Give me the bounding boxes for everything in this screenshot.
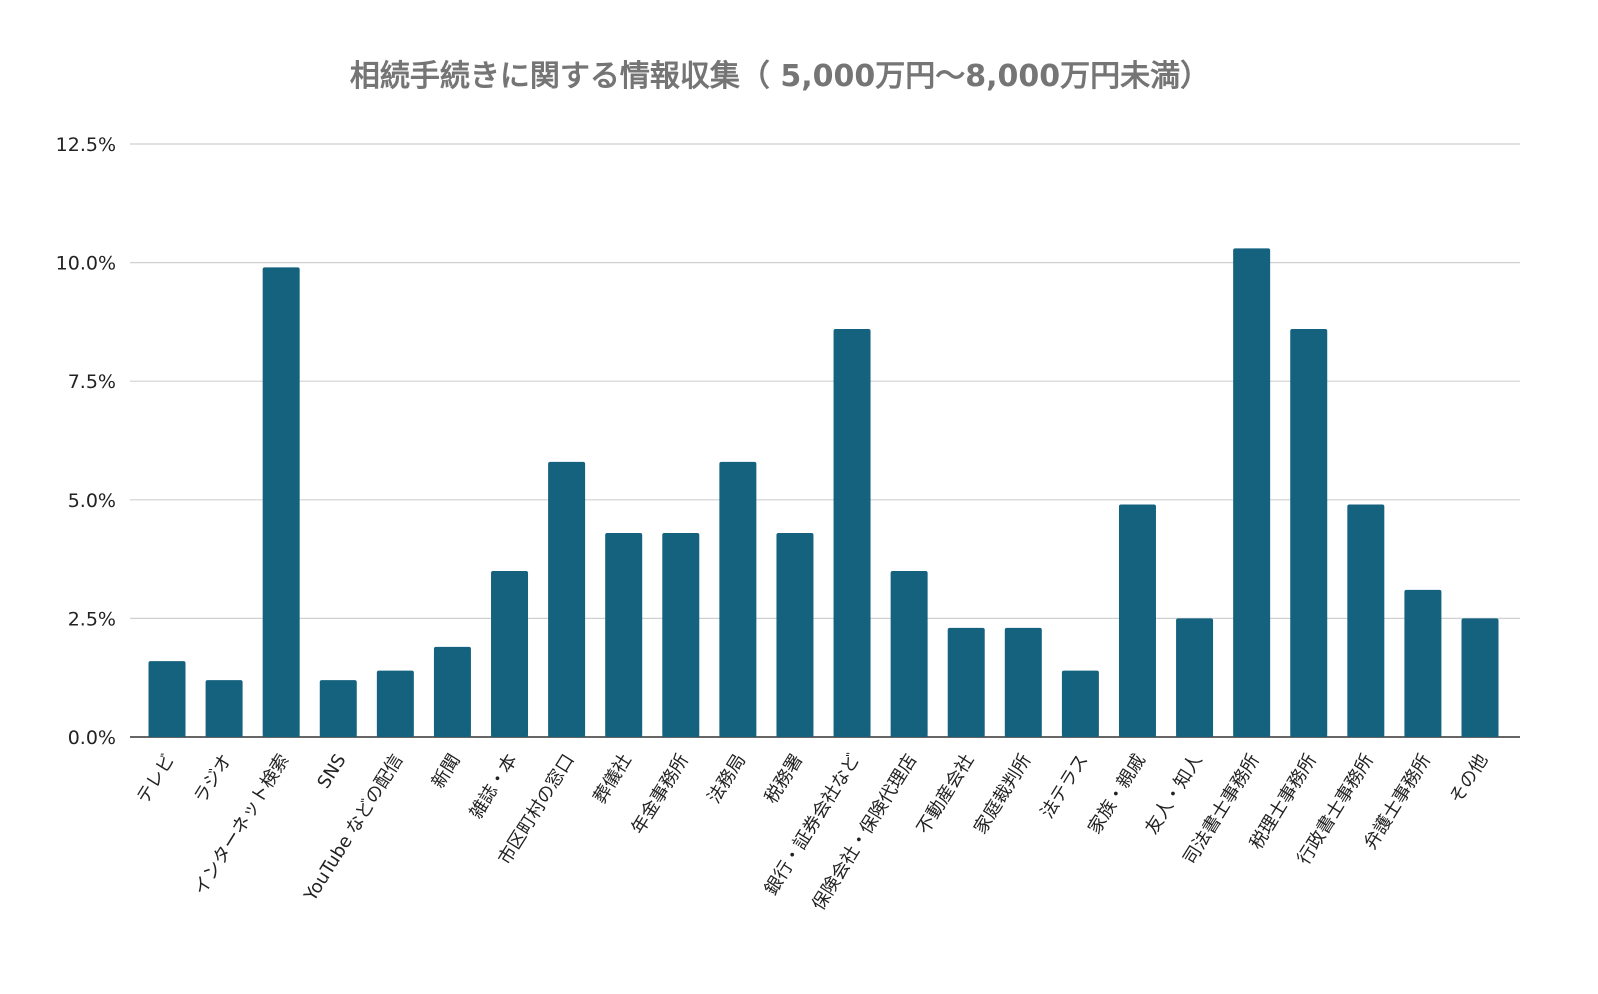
bar <box>1004 627 1042 737</box>
x-tick-label: 不動産会社 <box>913 751 979 838</box>
bar <box>148 661 186 737</box>
bar <box>1461 618 1499 737</box>
bar <box>262 267 300 737</box>
y-tick-label: 5.0% <box>68 490 116 512</box>
x-tick-label: 年金事務所 <box>628 751 694 838</box>
bar <box>376 670 414 737</box>
bar <box>433 646 471 737</box>
x-tick-label: 家庭裁判所 <box>970 751 1036 838</box>
x-tick-label: 法務局 <box>704 751 750 808</box>
bar <box>1233 248 1271 738</box>
y-tick-label: 2.5% <box>68 608 116 630</box>
bar <box>776 533 814 737</box>
bar <box>947 627 985 737</box>
bar <box>1404 589 1442 737</box>
x-tick-label: テレビ <box>133 751 179 808</box>
y-tick-label: 7.5% <box>68 371 116 393</box>
x-tick-label: 家族・親戚 <box>1084 751 1150 838</box>
bar <box>605 533 643 737</box>
x-tick-label: その他 <box>1446 751 1492 808</box>
x-tick-label: 友人・知人 <box>1141 751 1207 838</box>
bar <box>833 329 871 737</box>
bar <box>1290 329 1328 737</box>
x-tick-label: 法テラス <box>1037 751 1093 823</box>
y-tick-label: 12.5% <box>56 134 116 156</box>
y-tick-label: 10.0% <box>56 253 116 275</box>
bar <box>548 461 586 737</box>
bar <box>1118 504 1156 737</box>
bar <box>319 680 357 737</box>
bar <box>662 533 700 737</box>
bar <box>1347 504 1385 737</box>
bar <box>1061 670 1099 737</box>
x-tick-label: YouTube などの配信 <box>300 751 408 906</box>
x-tick-label: 新聞 <box>428 751 465 793</box>
x-tick-label: 葬儀社 <box>590 751 636 808</box>
bar <box>1176 618 1214 737</box>
x-tick-label: ラジオ <box>190 751 236 808</box>
x-tick-label: SNS <box>313 751 350 793</box>
x-tick-label: 税務署 <box>761 751 807 808</box>
bar <box>491 570 529 737</box>
y-tick-label: 0.0% <box>68 727 116 749</box>
x-tick-label: 保険会社・保険代理店 <box>808 751 921 915</box>
x-tick-label: 雑誌・本 <box>466 751 522 823</box>
chart-title: 相続手続きに関する情報収集（ 5,000万円～8,000万円未満） <box>350 59 1210 94</box>
bar <box>890 570 928 737</box>
bar <box>719 461 757 737</box>
bar <box>205 680 243 737</box>
